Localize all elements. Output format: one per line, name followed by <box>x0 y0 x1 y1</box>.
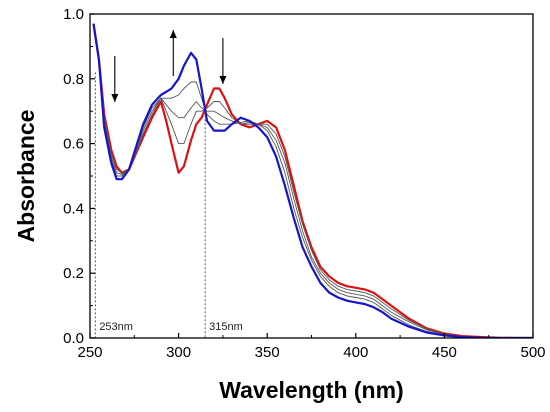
y-tick-label: 0.6 <box>63 136 84 153</box>
y-tick-label: 0.2 <box>63 265 84 282</box>
series-layer <box>92 23 533 338</box>
x-tick-label: 500 <box>520 344 545 361</box>
tick-layer: 250 300 350 400 450 500 0.0 0.2 0.4 0.6 0.8 1.0 <box>63 6 545 361</box>
x-axis-title: Wavelength (nm) <box>219 377 403 403</box>
y-tick-label: 1.0 <box>63 6 84 23</box>
arrow-up-icon <box>169 30 177 38</box>
plot-frame <box>89 13 534 339</box>
isosbestic-label: 253nm <box>99 321 133 333</box>
arrow-down-icon <box>111 94 119 102</box>
series-line-0 <box>92 23 533 338</box>
arrow-down-icon <box>219 76 227 84</box>
x-tick-label: 400 <box>343 344 368 361</box>
y-tick-label: 0.8 <box>63 71 84 88</box>
series-line-3 <box>93 23 533 338</box>
x-tick-label: 450 <box>432 344 457 361</box>
series-line-4 <box>92 23 533 338</box>
series-line-2 <box>93 23 533 338</box>
annotation-layer: 253nm 315nm <box>94 30 243 338</box>
y-axis-title: Absorbance <box>13 110 39 243</box>
y-tick-label: 0.4 <box>63 200 84 217</box>
x-tick-label: 250 <box>77 344 102 361</box>
x-tick-label: 300 <box>166 344 191 361</box>
series-line-1 <box>93 23 533 338</box>
y-tick-label: 0.0 <box>63 330 84 347</box>
isosbestic-label: 315nm <box>209 321 243 333</box>
x-tick-label: 350 <box>255 344 280 361</box>
